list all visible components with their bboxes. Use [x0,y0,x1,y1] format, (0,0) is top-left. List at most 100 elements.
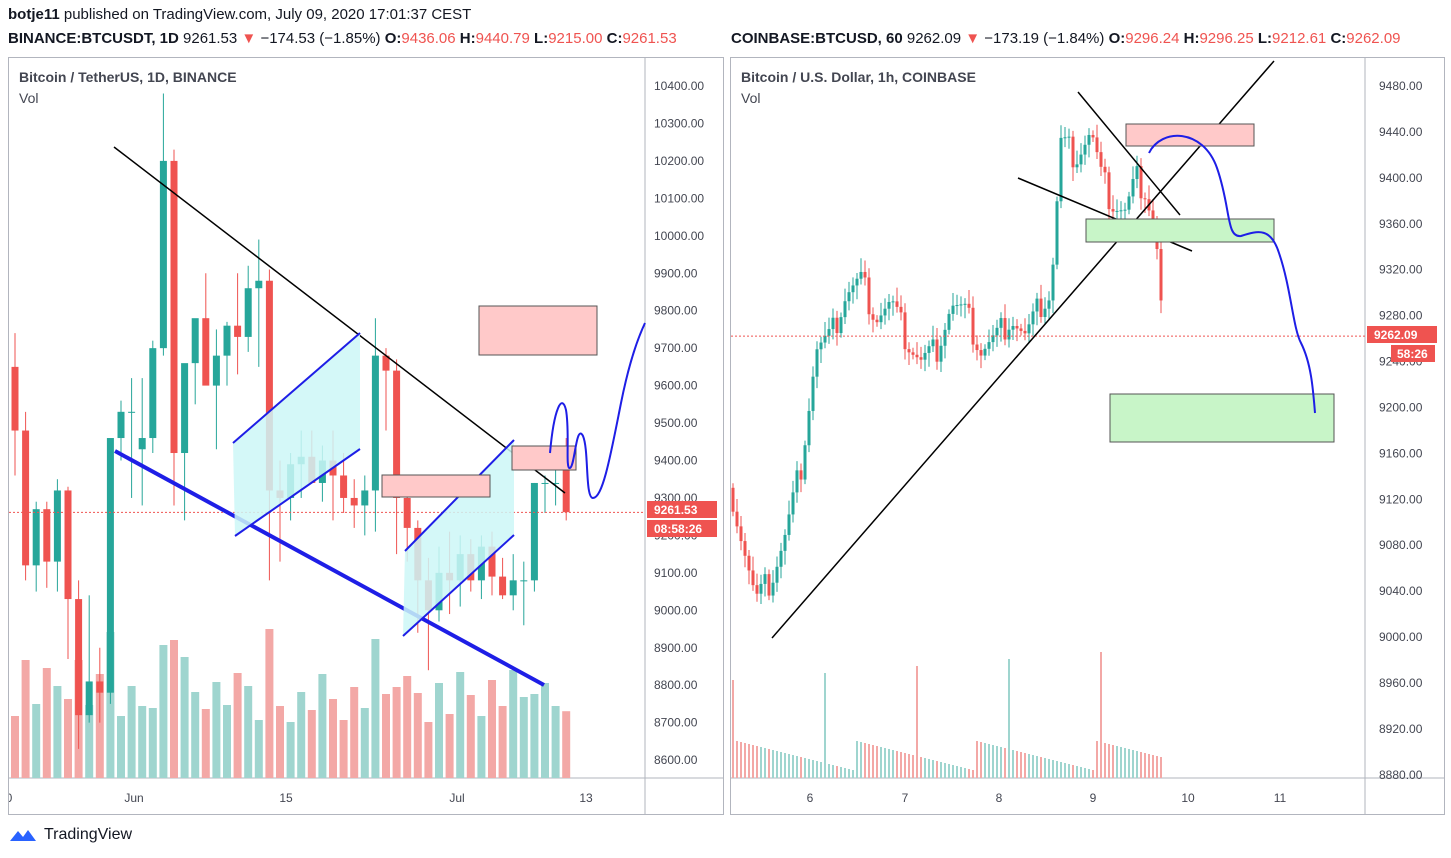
right-volume-bar [880,747,882,778]
right-y-tick-label: 9400.00 [1379,171,1423,185]
right-volume-bar [1120,747,1122,778]
left-projection-path [549,322,646,500]
right-x-tick-label: 11 [1274,791,1287,805]
right-candle-body [1135,166,1139,179]
right-volume-bar [748,744,750,778]
published-text: published on TradingView.com, July 09, 2… [63,6,472,23]
right-candle-body [815,349,819,377]
right-volume-bar [744,743,746,778]
right-candle-body [883,308,887,316]
right-candle-body [1019,328,1023,331]
right-candle-body [879,315,883,323]
left-volume-bar [148,708,157,778]
left-volume-bar [456,672,465,778]
left-candle-body [488,546,496,577]
left-symbol[interactable]: BINANCE:BTCUSDT, 1D [8,30,179,47]
left-y-tick-label: 10400.00 [654,79,704,93]
right-candle-body [951,305,955,314]
right-candle-body [887,301,891,309]
right-volume-bar [1160,757,1162,778]
right-volume-bar [940,762,942,778]
right-volume-bar [1140,752,1142,778]
tradingview-logo-icon [10,830,36,841]
right-volume-bar [860,742,862,778]
right-volume-bar [756,746,758,778]
left-candle-body [541,482,549,484]
right-candle-body [867,277,871,315]
right-volume-bar [1132,750,1134,778]
right-candle-body [859,271,863,279]
right-candle-body [1039,298,1043,317]
right-candle-body [1107,172,1111,210]
right-candle-body [983,348,987,356]
left-candle-body [159,160,167,349]
right-chart-panel[interactable]: 9480.00 9440.00 9400.00 9360.00 9320.00 9280.… [730,57,1445,815]
left-chart-panel[interactable]: 10400.00 10300.00 10200.00 10100.00 10000.00… [8,57,724,815]
left-volume-bar [21,660,30,778]
right-volume-bar [1080,767,1082,778]
left-volume-bar [212,682,221,778]
right-y-tick-label: 9440.00 [1379,125,1423,139]
right-candle-body [971,307,975,345]
right-candle-body [967,303,971,308]
right-open-value: 9296.24 [1125,30,1180,47]
left-volume-bar [339,720,348,778]
right-volume-bar [856,741,858,778]
right-close-label: C: [1330,30,1347,47]
left-volume-bar [85,705,94,778]
left-volume-bar [318,674,327,778]
right-volume-bar [836,766,838,778]
left-y-tick-label: 9100.00 [654,566,698,580]
right-low-label: L: [1257,30,1273,47]
author[interactable]: botje11 [8,6,60,23]
left-candle-body [234,325,242,337]
left-x-tick-label: 0 [9,791,13,805]
left-channel-bottom-1 [234,448,361,537]
left-candle-body [223,325,231,356]
right-symbol[interactable]: COINBASE:BTCUSD, 60 [731,30,903,47]
left-volume-bar [286,722,295,778]
right-volume-bar [1056,761,1058,778]
right-chart-svg[interactable]: 9480.00 9440.00 9400.00 9360.00 9320.00 9280.… [731,58,1444,814]
right-candle-body [1071,136,1075,168]
right-candle-body [987,342,991,349]
left-support-line [114,449,545,687]
left-low-label: L: [534,30,549,47]
right-candle-body [795,470,799,493]
right-candle-body [1031,311,1035,325]
right-volume-bar [784,753,786,778]
right-volume-bar [1104,743,1106,778]
right-volume-bar [828,764,830,778]
right-change: −173.19 (−1.84%) [984,30,1105,47]
right-volume-bar [852,770,854,778]
right-candle-body [759,583,763,594]
right-candle-body [939,345,943,362]
right-target-zone [1109,393,1335,443]
right-y-tick-label: 9120.00 [1379,492,1423,506]
right-volume-bar [968,769,970,778]
right-x-tick-label: 6 [807,791,814,805]
right-volume-bar [920,757,922,778]
right-volume-bar [776,751,778,778]
left-chart-svg[interactable]: 10400.00 10300.00 10200.00 10100.00 10000.00… [9,58,723,814]
left-volume-bar [551,706,560,778]
right-volume-bar [1084,768,1086,778]
right-candle-body [835,317,839,334]
left-candle-body [11,366,19,431]
right-volume-bar [1032,755,1034,778]
left-volume-bar [382,694,390,778]
left-open-label: O: [384,30,402,47]
right-volume-bar [924,758,926,778]
right-candle-body [1095,137,1099,153]
right-volume-bar [740,742,742,778]
left-y-tick-label: 9500.00 [654,416,698,430]
right-volume-bar [1096,741,1098,778]
tradingview-footer[interactable]: TradingView [8,822,132,848]
left-volume-bar [233,673,242,778]
tradingview-brand: TradingView [44,826,133,843]
left-candle-body [244,288,252,337]
right-candle-body [1091,134,1095,138]
left-candle-body [499,576,507,596]
right-high-label: H: [1183,30,1200,47]
right-candle-body [819,342,823,350]
